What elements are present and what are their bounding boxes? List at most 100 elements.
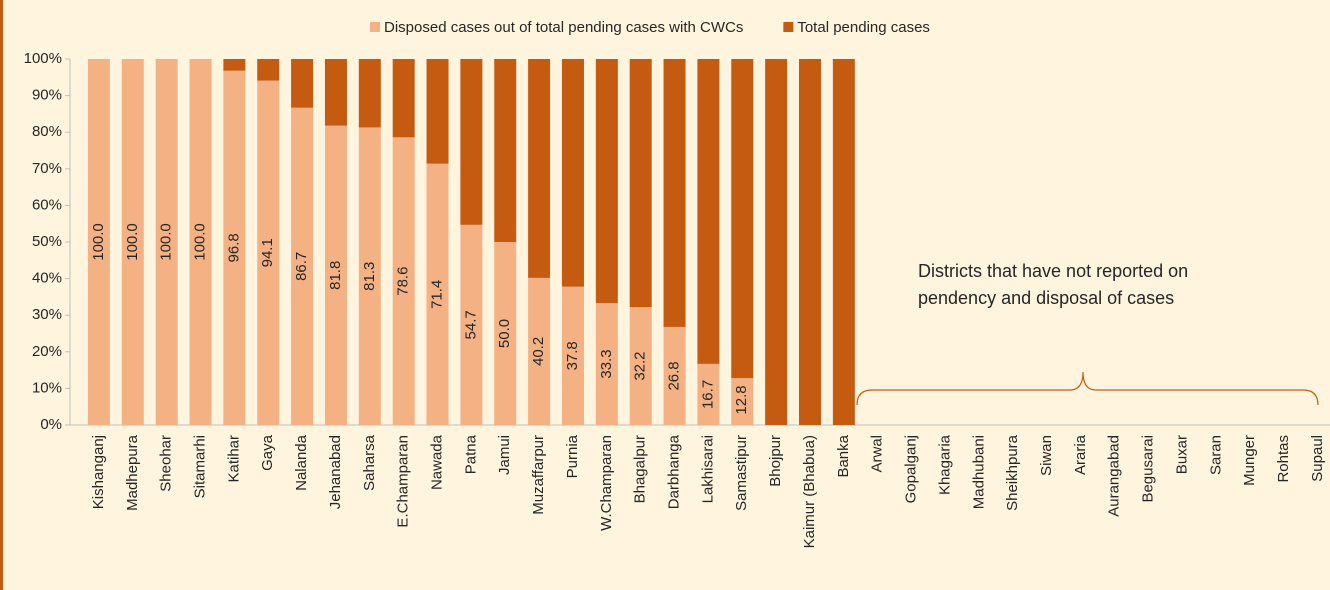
bar-segment	[426, 59, 449, 164]
y-tick-label: 90%	[32, 87, 62, 104]
value-label: 33.3	[598, 349, 615, 378]
x-tick-label: Gopalganj	[903, 435, 920, 503]
bar-segment	[257, 59, 280, 81]
bar-segment	[663, 59, 686, 327]
value-label: 32.2	[632, 351, 649, 380]
x-tick-label: Kishanganj	[90, 435, 107, 509]
y-tick-label: 30%	[32, 306, 62, 323]
bar-segment	[731, 378, 754, 425]
x-tick-label: Khagaria	[936, 434, 953, 495]
bar-segment	[324, 125, 347, 425]
bar-segment	[494, 242, 517, 425]
value-label: 12.8	[733, 385, 750, 414]
y-tick-label: 100%	[24, 50, 62, 67]
x-tick-label: Sitamarhi	[191, 435, 208, 498]
bar-segment	[426, 163, 449, 425]
bar-segment	[291, 107, 314, 425]
value-label: 94.1	[259, 238, 276, 267]
value-label: 81.3	[361, 262, 378, 291]
bar-segment	[697, 363, 720, 425]
value-label: 100.0	[158, 223, 175, 261]
y-tick-label: 20%	[32, 343, 62, 360]
x-tick-label: Munger	[1241, 435, 1258, 486]
x-tick-label: Saharsa	[361, 434, 378, 491]
x-tick-label: Siwan	[1038, 435, 1055, 476]
x-tick-label: Bhojpur	[767, 435, 784, 487]
x-tick-label: Begusarai	[1140, 435, 1157, 503]
bar-segment	[121, 59, 144, 425]
bar-segment	[561, 286, 584, 425]
bar-segment	[697, 59, 720, 364]
x-tick-label: Nalanda	[293, 434, 310, 491]
x-tick-label: Kaimur (Bhabua)	[801, 435, 818, 548]
x-tick-label: Madhepura	[124, 434, 141, 511]
x-tick-label: Jehanabad	[327, 435, 344, 509]
x-tick-label: Saran	[1207, 435, 1224, 475]
y-tick-label: 50%	[32, 233, 62, 250]
value-label: 81.8	[327, 261, 344, 290]
bar-segment	[629, 59, 652, 308]
value-label: 100.0	[90, 223, 107, 261]
brace	[856, 371, 1319, 406]
y-tick-label: 80%	[32, 123, 62, 140]
value-label: 54.7	[462, 310, 479, 339]
y-tick-label: 0%	[40, 416, 62, 433]
bar-segment	[291, 59, 314, 108]
x-tick-label: Bhagalpur	[632, 435, 649, 503]
x-tick-label: Aurangabad	[1106, 435, 1123, 517]
bar-segment	[358, 59, 381, 128]
value-label: 78.6	[395, 267, 412, 296]
x-tick-label: Jamui	[496, 435, 513, 475]
bar-segment	[561, 59, 584, 287]
legend-swatch	[370, 22, 380, 32]
value-label: 86.7	[293, 252, 310, 281]
bar-segment	[595, 59, 618, 304]
value-label: 26.8	[666, 361, 683, 390]
x-tick-label: Gaya	[259, 434, 276, 471]
bar-segment	[595, 303, 618, 425]
x-tick-label: Sheikhpura	[1004, 434, 1021, 511]
value-label: 37.8	[564, 341, 581, 370]
x-tick-label: Katihar	[225, 435, 242, 483]
bar-segment	[528, 59, 551, 278]
x-tick-label: Muzaffarpur	[530, 435, 547, 515]
x-tick-label: Banka	[835, 434, 852, 477]
left-border	[0, 0, 3, 590]
value-label: 100.0	[124, 223, 141, 261]
x-tick-label: Madhubani	[970, 435, 987, 509]
value-label: 100.0	[191, 223, 208, 261]
bar-segment	[832, 59, 855, 425]
x-tick-label: Patna	[462, 434, 479, 474]
bar-segment	[765, 59, 788, 425]
x-tick-label: Sheohar	[158, 435, 175, 492]
bar-segment	[798, 59, 821, 425]
x-tick-label: W.Champaran	[598, 435, 615, 531]
bar-segment	[629, 307, 652, 425]
x-tick-label: Purnia	[564, 434, 581, 478]
value-label: 71.4	[428, 280, 445, 309]
value-label: 50.0	[496, 319, 513, 348]
x-tick-label: Nawada	[428, 434, 445, 490]
x-tick-label: Lakhisarai	[699, 435, 716, 503]
value-label: 40.2	[530, 337, 547, 366]
annotation: pendency and disposal of cases	[918, 288, 1174, 308]
bar-segment	[358, 127, 381, 425]
y-tick-label: 60%	[32, 196, 62, 213]
bar-segment	[460, 59, 483, 225]
x-tick-label: Supaul	[1309, 435, 1326, 482]
legend-swatch	[783, 22, 794, 32]
bar-segment	[223, 59, 246, 71]
y-tick-label: 40%	[32, 270, 62, 287]
legend-label: Disposed cases out of total pending case…	[384, 19, 743, 36]
x-tick-label: E.Champaran	[395, 435, 412, 528]
x-tick-label: Rohtas	[1275, 435, 1292, 483]
y-tick-label: 70%	[32, 160, 62, 177]
bar-segment	[257, 80, 280, 426]
x-tick-label: Buxar	[1173, 435, 1190, 474]
bar-segment	[528, 277, 551, 425]
bar-segment	[155, 59, 178, 425]
bar-segment	[460, 224, 483, 425]
bar-segment	[324, 59, 347, 126]
bar-segment	[731, 59, 754, 379]
